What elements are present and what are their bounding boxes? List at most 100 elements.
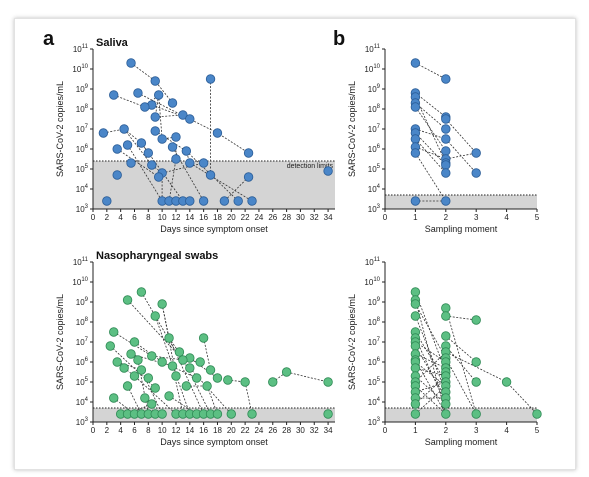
x-axis-title: Days since symptom onset [160, 224, 268, 234]
y-tick-label: 108 [368, 104, 381, 114]
data-point [471, 377, 481, 387]
y-tick-label: 107 [76, 337, 89, 347]
data-point [471, 409, 481, 419]
data-point [410, 58, 421, 68]
data-point [205, 170, 216, 180]
x-tick-label: 6 [132, 426, 137, 435]
data-point [136, 287, 147, 297]
y-axis-title: SARS-CoV-2 copies/mL [347, 81, 357, 177]
patient-trajectory-line [415, 337, 447, 405]
data-point [126, 349, 136, 359]
data-point [185, 114, 195, 124]
patient-trajectory-line [103, 128, 149, 154]
y-tick-label: 1010 [72, 64, 88, 74]
patient-trajectory-line [137, 359, 149, 415]
x-tick-label: 2 [444, 426, 449, 435]
x-tick-label: 0 [91, 426, 96, 435]
axis-lines [384, 49, 537, 210]
data-point [126, 158, 136, 168]
x-tick-label: 28 [282, 426, 291, 435]
patient-trajectory-line [445, 345, 477, 383]
x-tick-label: 0 [91, 213, 96, 222]
data-point [198, 196, 209, 206]
data-point [410, 409, 421, 419]
data-point [167, 361, 178, 371]
data-point [441, 124, 451, 134]
x-tick-label: 30 [296, 213, 305, 222]
patient-trajectory-line [168, 395, 197, 415]
data-point [167, 98, 178, 108]
y-tick-label: 107 [368, 337, 381, 347]
data-point [147, 351, 157, 361]
data-point [185, 196, 195, 206]
x-tick-label: 16 [199, 426, 208, 435]
data-point [410, 299, 421, 309]
data-point [171, 154, 181, 164]
data-point [323, 377, 333, 387]
y-tick-label: 106 [368, 144, 381, 154]
data-point [119, 363, 129, 373]
patient-trajectory-line [161, 303, 191, 369]
data-point [102, 196, 112, 206]
patient-trajectory-line [203, 337, 211, 371]
x-tick-label: 12 [172, 426, 181, 435]
data-point [441, 399, 451, 409]
patient-trajectory-line [415, 331, 447, 383]
panel-title: Saliva [96, 37, 129, 49]
data-point [112, 170, 122, 180]
x-tick-label: 1 [413, 213, 418, 222]
patient-trajectory-line [445, 335, 477, 363]
data-point [157, 409, 167, 419]
x-tick-label: 24 [254, 213, 263, 222]
panel-letter-b: b [333, 28, 345, 50]
patient-trajectory-line [227, 379, 253, 415]
y-tick-label: 104 [368, 184, 381, 194]
x-tick-label: 20 [227, 426, 236, 435]
y-tick-label: 103 [76, 204, 89, 214]
data-point [171, 132, 181, 142]
patient-trajectory-line [415, 102, 447, 130]
data-point [441, 303, 451, 313]
y-tick-label: 108 [368, 317, 381, 327]
y-tick-label: 107 [76, 124, 89, 134]
data-point [150, 112, 160, 122]
data-point [126, 58, 136, 68]
data-point [174, 347, 185, 357]
x-tick-label: 20 [227, 213, 236, 222]
y-tick-label: 1011 [365, 44, 381, 54]
x-tick-label: 4 [118, 426, 123, 435]
data-point [219, 196, 230, 206]
data-point [171, 371, 181, 381]
data-point [122, 381, 133, 391]
x-tick-label: 8 [146, 426, 151, 435]
y-tick-label: 109 [368, 297, 381, 307]
patient-trajectory-line [415, 351, 447, 383]
x-tick-label: 34 [324, 426, 333, 435]
patient-trajectory-line [123, 128, 163, 201]
data-point [202, 381, 212, 391]
patient-trajectory-line [127, 385, 142, 415]
data-point [119, 124, 129, 134]
data-point [136, 138, 147, 148]
data-point [140, 393, 150, 403]
x-tick-label: 32 [310, 426, 319, 435]
patient-trajectory-line [415, 96, 447, 164]
patient-trajectory-line [189, 162, 253, 202]
y-axis-title: SARS-CoV-2 copies/mL [55, 81, 65, 177]
data-point [410, 148, 421, 158]
data-point [441, 146, 451, 156]
data-point [164, 391, 174, 401]
x-tick-label: 14 [185, 213, 194, 222]
y-tick-label: 108 [76, 317, 89, 327]
y-tick-label: 1011 [73, 44, 89, 54]
x-tick-label: 24 [254, 426, 263, 435]
x-tick-label: 28 [282, 213, 291, 222]
data-point [441, 409, 451, 419]
y-tick-label: 109 [368, 84, 381, 94]
patient-trajectory-line [415, 299, 447, 415]
data-point [157, 134, 167, 144]
patient-trajectory-line [127, 299, 184, 361]
data-point [181, 381, 192, 391]
x-tick-label: 10 [158, 426, 167, 435]
data-point [441, 311, 451, 321]
